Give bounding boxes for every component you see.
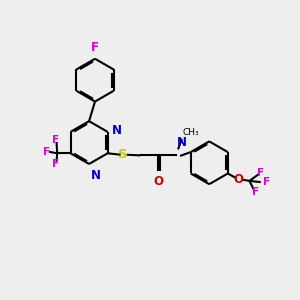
Text: F: F xyxy=(257,168,264,178)
Text: CH₃: CH₃ xyxy=(182,128,199,137)
Text: S: S xyxy=(118,148,128,161)
Text: F: F xyxy=(91,41,99,54)
Text: F: F xyxy=(43,147,50,157)
Text: N: N xyxy=(112,124,122,137)
Text: F: F xyxy=(52,135,59,145)
Text: O: O xyxy=(233,173,243,186)
Text: N: N xyxy=(177,136,187,149)
Text: F: F xyxy=(263,177,270,188)
Text: F: F xyxy=(52,159,59,169)
Text: F: F xyxy=(252,187,259,197)
Text: N: N xyxy=(91,169,100,182)
Text: O: O xyxy=(154,175,164,188)
